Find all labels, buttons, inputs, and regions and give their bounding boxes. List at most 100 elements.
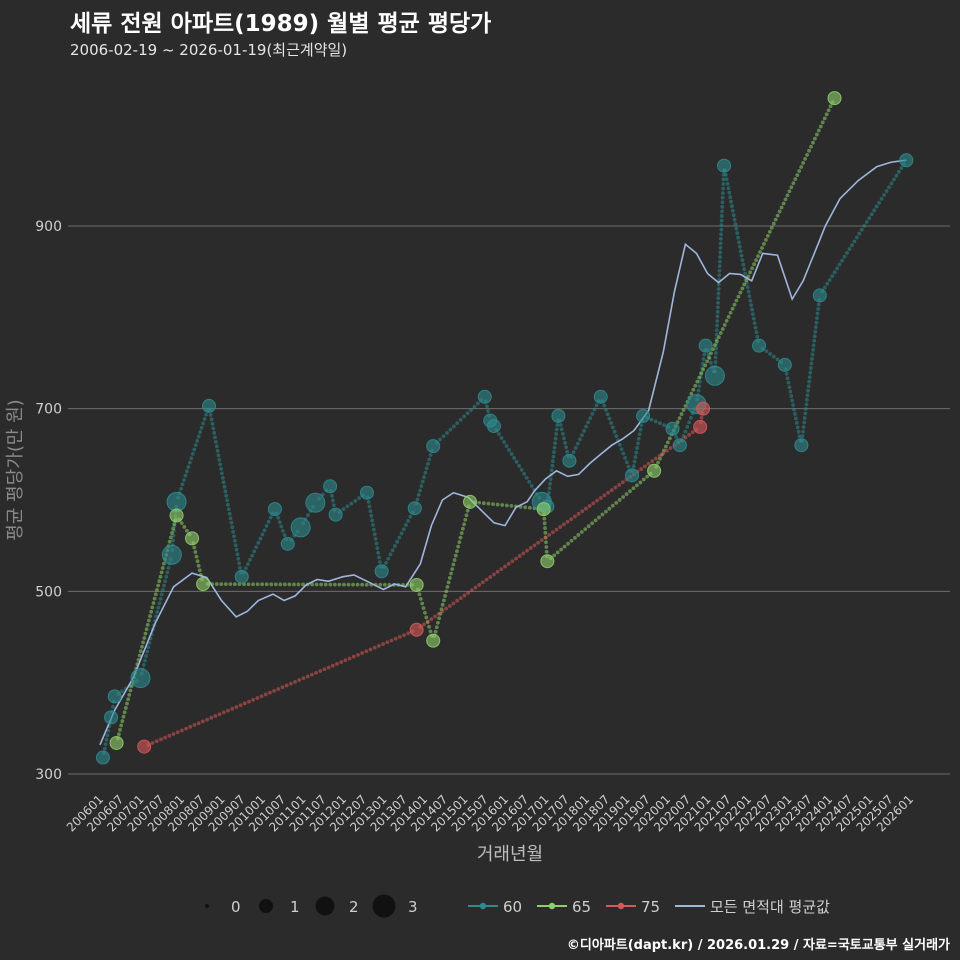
connector-dot-75 [436, 611, 441, 616]
connector-dot-65 [146, 618, 151, 623]
connector-dot-60 [104, 737, 109, 742]
connector-dot-60 [619, 447, 624, 452]
connector-dot-60 [810, 352, 815, 357]
connector-dot-60 [847, 247, 852, 251]
connector-dot-60 [223, 489, 228, 494]
connector-dot-65 [544, 545, 549, 549]
connector-dot-60 [254, 545, 259, 550]
connector-dot-60 [862, 223, 867, 228]
connector-dot-65 [145, 622, 150, 627]
connector-dot-75 [488, 575, 493, 579]
connector-dot-60 [716, 296, 721, 301]
connector-dot-75 [562, 522, 566, 527]
connector-dot-65 [437, 616, 442, 621]
connector-dot-60 [698, 379, 702, 384]
connector-dot-60 [564, 445, 569, 450]
connector-dot-60 [374, 541, 379, 546]
point-60 [665, 421, 680, 436]
connector-dot-75 [339, 660, 344, 664]
connector-dot-75 [343, 658, 348, 663]
connector-dot-75 [309, 672, 314, 677]
connector-dot-60 [220, 471, 224, 476]
connector-dot-65 [656, 460, 660, 465]
connector-dot-75 [297, 678, 302, 682]
connector-dot-60 [258, 536, 263, 541]
connector-dot-60 [696, 388, 701, 393]
connector-dot-65 [192, 545, 197, 550]
connector-dot-75 [356, 652, 360, 657]
connector-dot-60 [357, 496, 362, 501]
connector-dot-60 [720, 209, 724, 214]
connector-dot-60 [796, 429, 801, 434]
connector-dot-60 [802, 420, 807, 425]
connector-dot-60 [612, 429, 617, 434]
connector-dot-60 [105, 733, 110, 738]
connector-dot-60 [743, 271, 747, 276]
connector-dot-65 [736, 294, 741, 299]
point-65 [169, 508, 184, 523]
connector-dot-65 [504, 503, 509, 508]
connector-dot-65 [228, 582, 233, 587]
connector-dot-60 [415, 497, 420, 502]
connector-dot-60 [229, 520, 234, 525]
connector-dot-60 [580, 433, 584, 438]
legend-label: 65 [572, 898, 591, 916]
connector-dot-65 [681, 408, 686, 412]
connector-dot-65 [758, 250, 762, 254]
connector-dot-75 [466, 590, 471, 595]
point-60 [899, 153, 914, 168]
connector-dot-60 [657, 421, 662, 426]
connector-dot-60 [749, 303, 754, 308]
connector-dot-60 [719, 227, 724, 232]
connector-dot-65 [159, 570, 164, 575]
connector-dot-60 [804, 402, 809, 407]
connector-dot-65 [172, 522, 177, 527]
connector-dot-75 [301, 676, 306, 681]
connector-dot-60 [190, 451, 195, 456]
connector-dot-65 [168, 535, 173, 540]
connector-dot-65 [118, 727, 122, 732]
point-60 [166, 491, 187, 512]
connector-dot-60 [219, 466, 223, 471]
connector-dot-65 [814, 132, 819, 137]
connector-dot-65 [223, 582, 228, 587]
connector-dot-65 [121, 714, 126, 719]
connector-dot-60 [423, 470, 428, 475]
connector-dot-60 [731, 213, 736, 218]
connector-dot-65 [446, 580, 451, 585]
connector-dot-60 [193, 443, 198, 448]
connector-dot-60 [195, 438, 200, 443]
connector-dot-60 [187, 460, 192, 465]
connector-dot-65 [675, 420, 680, 425]
connector-dot-65 [421, 606, 426, 611]
connector-dot-60 [472, 404, 477, 409]
connector-dot-60 [233, 543, 238, 548]
connector-dot-75 [196, 721, 201, 726]
connector-dot-60 [805, 397, 809, 402]
connector-dot-60 [426, 461, 430, 466]
connector-dot-65 [677, 416, 682, 421]
connector-dot-65 [378, 582, 383, 587]
connector-dot-60 [106, 728, 111, 733]
connector-dot-60 [438, 437, 442, 442]
connector-dot-60 [742, 267, 747, 272]
connector-dot-60 [614, 434, 619, 438]
connector-dot-60 [789, 394, 794, 398]
connector-dot-60 [192, 447, 197, 452]
connector-dot-60 [811, 343, 816, 348]
connector-dot-60 [375, 546, 380, 551]
connector-dot-60 [232, 534, 236, 539]
connector-dot-65 [542, 516, 547, 521]
connector-dot-65 [569, 538, 574, 543]
connector-dot-60 [852, 239, 857, 244]
connector-dot-75 [175, 730, 180, 735]
connector-dot-60 [514, 460, 519, 464]
point-65 [647, 463, 662, 478]
connector-dot-60 [145, 649, 150, 654]
connector-dot-65 [695, 379, 700, 384]
connector-dot-65 [477, 500, 482, 505]
connector-dot-65 [726, 314, 731, 319]
connector-dot-60 [573, 446, 578, 450]
connector-dot-65 [760, 246, 764, 250]
connector-dot-60 [371, 527, 376, 532]
